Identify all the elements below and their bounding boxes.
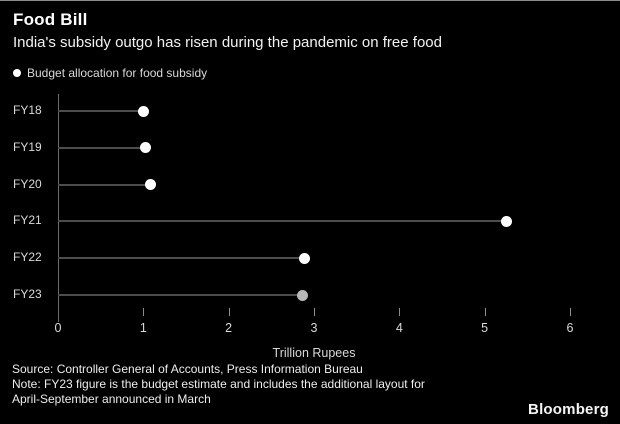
lollipop-stem — [58, 146, 146, 149]
x-tick-label: 3 — [310, 321, 318, 335]
lollipop-dot — [137, 105, 149, 117]
top-divider — [0, 0, 620, 1]
x-tick-label: 6 — [566, 321, 574, 335]
note-text-line1: Note: FY23 figure is the budget estimate… — [12, 377, 425, 391]
row-label: FY19 — [13, 139, 42, 154]
x-tick — [399, 308, 401, 316]
chart-title: Food Bill — [13, 10, 88, 29]
x-tick — [570, 308, 571, 316]
row-label: FY18 — [13, 103, 42, 117]
lollipop-dot — [299, 252, 311, 264]
x-tick — [228, 308, 230, 316]
lollipop-dot — [139, 142, 151, 154]
legend: Budget allocation for food subsidy — [13, 66, 207, 80]
x-tick-label: 2 — [225, 321, 233, 335]
lollipop-stem — [58, 220, 506, 223]
chart-subtitle: India's subsidy outgo has risen during t… — [13, 34, 442, 51]
source-text: Source: Controller General of Accounts, … — [12, 362, 363, 376]
legend-dot-icon — [13, 69, 21, 77]
row-label: FY23 — [13, 287, 42, 301]
x-axis-title: Trillion Rupees — [272, 346, 356, 360]
x-tick — [314, 308, 315, 316]
x-tick-label: 4 — [395, 321, 403, 335]
lollipop-stem — [58, 110, 144, 112]
row-label: FY20 — [13, 176, 42, 191]
x-tick — [484, 308, 486, 316]
lollipop-dot — [297, 289, 309, 301]
lollipop-stem — [58, 294, 303, 296]
note-text-line2: April-September announced in March — [12, 392, 211, 406]
x-tick-label: 1 — [139, 321, 147, 335]
x-tick-label: 5 — [481, 321, 489, 335]
row-label: FY22 — [13, 250, 42, 265]
footer: Source: Controller General of Accounts, … — [12, 362, 425, 407]
bloomberg-logo: Bloomberg — [528, 401, 609, 418]
row-label: FY21 — [13, 213, 42, 228]
lollipop-dot — [144, 179, 156, 191]
lollipop-stem — [58, 183, 151, 186]
lollipop-dot — [500, 215, 512, 227]
lollipop-stem — [58, 257, 305, 260]
legend-label: Budget allocation for food subsidy — [27, 66, 208, 80]
y-axis-line — [58, 94, 59, 322]
x-tick — [143, 308, 145, 316]
x-tick-label: 0 — [54, 321, 62, 335]
